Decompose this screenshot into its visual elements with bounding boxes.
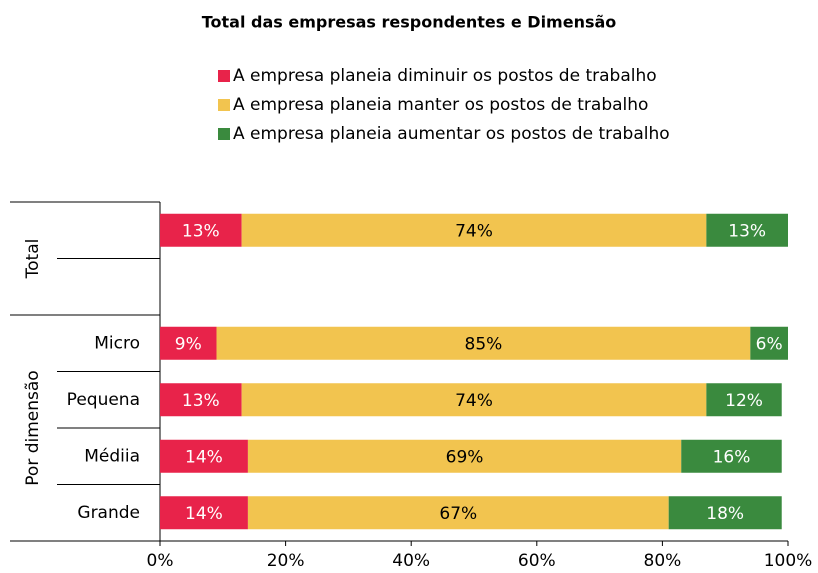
bar-segment	[668, 496, 782, 530]
bar-segment	[160, 383, 242, 417]
group-label: Total	[23, 239, 43, 280]
bar-segment	[160, 439, 248, 473]
data-label: 67%	[439, 504, 477, 524]
data-label: 13%	[728, 221, 766, 241]
bar-segment	[247, 496, 669, 530]
data-label: 74%	[455, 221, 493, 241]
legend-swatch	[218, 128, 230, 140]
bar-segment	[247, 439, 682, 473]
bar-segment	[241, 213, 707, 247]
x-tick-label: 60%	[518, 551, 556, 571]
group-label: Por dimensão	[23, 370, 43, 485]
bar-segment	[160, 496, 248, 530]
data-label: 6%	[756, 334, 783, 354]
x-tick-label: 40%	[392, 551, 430, 571]
category-label: Micro	[94, 333, 140, 353]
data-label: 12%	[725, 391, 763, 411]
chart-title: Total das empresas respondentes e Dimens…	[202, 13, 617, 32]
bar-segment	[160, 326, 217, 360]
data-label: 85%	[465, 334, 503, 354]
data-label: 14%	[185, 447, 223, 467]
legend-swatch	[218, 99, 230, 111]
legend-label: A empresa planeia aumentar os postos de …	[233, 124, 670, 144]
data-label: 18%	[706, 504, 744, 524]
data-label: 69%	[446, 447, 484, 467]
data-label: 16%	[713, 447, 751, 467]
data-label: 13%	[182, 391, 220, 411]
bar-segment	[706, 213, 788, 247]
x-tick-label: 80%	[644, 551, 682, 571]
data-label: 13%	[182, 221, 220, 241]
bar-segment	[160, 213, 242, 247]
data-label: 9%	[175, 334, 202, 354]
data-label: 74%	[455, 391, 493, 411]
category-label: Médiia	[84, 446, 140, 466]
legend-label: A empresa planeia manter os postos de tr…	[233, 95, 648, 115]
x-tick-label: 0%	[147, 551, 174, 571]
legend-swatch	[218, 70, 230, 82]
x-tick-label: 100%	[764, 551, 813, 571]
category-label: Pequena	[67, 390, 140, 410]
bar-segment	[241, 383, 707, 417]
legend-label: A empresa planeia diminuir os postos de …	[233, 66, 657, 86]
bar-segment	[681, 439, 782, 473]
x-tick-label: 20%	[267, 551, 305, 571]
bar-segment	[750, 326, 788, 360]
bar-segment	[216, 326, 751, 360]
bar-segment	[706, 383, 782, 417]
category-label: Grande	[77, 503, 140, 523]
data-label: 14%	[185, 504, 223, 524]
